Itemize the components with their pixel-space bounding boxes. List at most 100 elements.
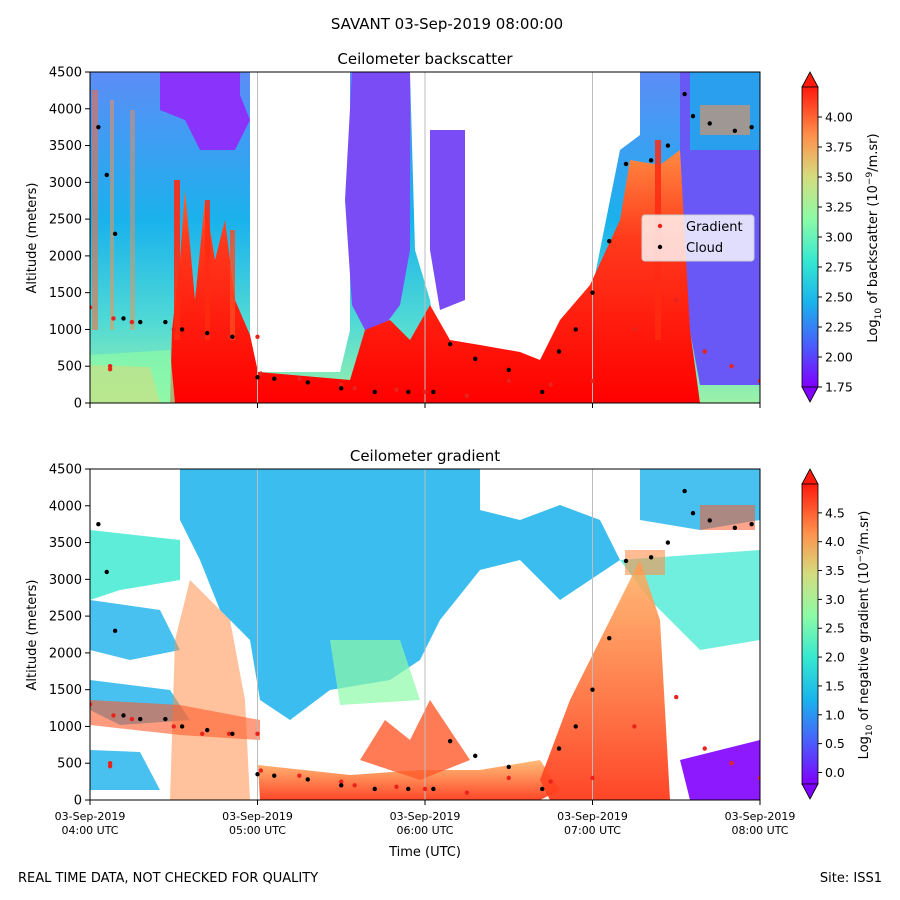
backscatter-panel: Ceilometer backscatter bbox=[25, 50, 884, 412]
cloud-point bbox=[665, 540, 671, 545]
cloud-point bbox=[506, 764, 511, 770]
y-tick-label: 2500 bbox=[49, 213, 82, 228]
cloud-point bbox=[163, 319, 168, 325]
colorbar-tick-label: 2.0 bbox=[825, 650, 845, 665]
y-tick-label: 2000 bbox=[49, 646, 82, 661]
colorbar-tick-label: 3.75 bbox=[825, 140, 853, 155]
cloud-point bbox=[305, 777, 310, 782]
cloud-point bbox=[179, 327, 185, 332]
x-tick-time: 05:00 UTC bbox=[229, 824, 286, 837]
gradient-point bbox=[107, 366, 113, 372]
cloud-point bbox=[205, 727, 210, 733]
cloud-point bbox=[121, 713, 126, 718]
x-tick-date: 03-Sep-2019 bbox=[725, 810, 796, 823]
backscatter-colorbar-ticks: 1.75 2.00 2.25 2.50 2.75 3.00 3.25 3.50 3.75 4.00 bbox=[818, 110, 853, 395]
cloud-point bbox=[473, 356, 478, 362]
y-tick-label: 4500 bbox=[49, 66, 82, 81]
cloud-point bbox=[447, 341, 453, 347]
backscatter-colorbar-label: Log10 of backscatter (10−9/m.sr) bbox=[865, 133, 884, 342]
colorbar-tick-label: 0.0 bbox=[825, 765, 845, 780]
x-tick-time: 04:00 UTC bbox=[61, 824, 118, 837]
cloud-point bbox=[623, 161, 629, 167]
gradient-point bbox=[757, 775, 760, 781]
cloud-point bbox=[607, 635, 612, 641]
gradient-point bbox=[506, 775, 511, 781]
y-tick-label: 1500 bbox=[49, 683, 82, 698]
cloud-point bbox=[104, 172, 109, 178]
cloud-point bbox=[305, 380, 310, 385]
gradient-point bbox=[506, 378, 511, 384]
x-tick-date: 03-Sep-2019 bbox=[222, 810, 293, 823]
y-tick-label: 500 bbox=[57, 757, 82, 772]
colorbar-tick-label: 3.00 bbox=[825, 230, 853, 245]
gradient-point bbox=[297, 376, 302, 381]
gradient-point bbox=[702, 349, 707, 354]
colorbar-tick-label: 4.0 bbox=[825, 534, 845, 549]
cloud-point bbox=[573, 724, 578, 729]
gradient-point bbox=[339, 779, 344, 784]
gradient-point bbox=[729, 761, 734, 766]
gradient-point bbox=[255, 334, 260, 339]
colorbar-tick-label: 2.75 bbox=[825, 260, 853, 275]
cloud-point bbox=[372, 786, 377, 792]
legend-gradient-marker bbox=[657, 223, 663, 229]
cloud-point bbox=[431, 786, 436, 792]
gradient-point bbox=[297, 773, 302, 778]
colorbar-tick-label: 3.0 bbox=[825, 592, 845, 607]
y-tick-label: 4000 bbox=[49, 102, 82, 117]
cloud-point bbox=[749, 124, 754, 130]
cloud-point bbox=[506, 367, 511, 373]
colorbar-tick-label: 4.5 bbox=[825, 505, 845, 520]
quality-disclaimer: REAL TIME DATA, NOT CHECKED FOR QUALITY bbox=[18, 871, 318, 886]
gradient-point bbox=[632, 327, 637, 332]
gradient-point bbox=[464, 393, 470, 398]
cloud-point bbox=[431, 389, 436, 395]
cloud-point bbox=[707, 518, 712, 523]
backscatter-colorbar: 1.75 2.00 2.25 2.50 2.75 3.00 3.25 3.50 3.75 4.00… bbox=[801, 71, 884, 403]
gradient-point bbox=[171, 724, 176, 729]
cloud-point bbox=[406, 389, 411, 395]
cloud-point bbox=[732, 128, 738, 134]
cloud-point bbox=[732, 525, 738, 531]
cloud-point bbox=[272, 376, 277, 381]
cloud-point bbox=[339, 783, 344, 788]
backscatter-title: Ceilometer backscatter bbox=[337, 50, 513, 68]
cloud-point bbox=[607, 238, 612, 244]
gradient-y-ticks: 0 500 1000 1500 2000 2500 3000 3500 4000 4500 bbox=[49, 463, 90, 809]
gradient-point bbox=[674, 297, 679, 303]
x-tick-date: 03-Sep-2019 bbox=[55, 810, 126, 823]
gradient-colorbar-label: Log10 of negative gradient (10−9/m.sr) bbox=[856, 511, 875, 760]
colorbar-tick-label: 3.5 bbox=[825, 563, 845, 578]
colorbar-tick-label: 3.50 bbox=[825, 170, 853, 185]
backscatter-y-ticks: 0 500 1000 1500 2000 2500 3000 3500 4000 4500 bbox=[49, 66, 90, 412]
cloud-point bbox=[665, 143, 671, 148]
cloud-point bbox=[372, 389, 377, 395]
colorbar-tick-label: 2.5 bbox=[825, 621, 845, 636]
gradient-point bbox=[394, 784, 399, 789]
y-tick-label: 2000 bbox=[49, 249, 82, 264]
cloud-point bbox=[179, 724, 185, 729]
legend-cloud-label: Cloud bbox=[686, 241, 723, 256]
y-tick-label: 500 bbox=[57, 360, 82, 375]
gradient-point bbox=[200, 731, 205, 736]
cloud-point bbox=[163, 716, 168, 722]
colorbar-tick-label: 0.5 bbox=[825, 736, 845, 751]
cloud-point bbox=[138, 716, 143, 722]
gradient-point bbox=[339, 382, 344, 387]
gradient-point bbox=[729, 364, 734, 369]
gradient-point bbox=[111, 316, 116, 321]
cloud-point bbox=[590, 290, 595, 295]
cloud-point bbox=[104, 569, 109, 575]
cloud-point bbox=[556, 746, 562, 751]
cloud-point bbox=[255, 772, 260, 777]
gradient-point bbox=[226, 334, 232, 339]
cloud-point bbox=[682, 488, 687, 494]
gradient-point bbox=[548, 779, 553, 784]
gradient-title: Ceilometer gradient bbox=[350, 447, 500, 465]
gradient-y-label: Altitude (meters) bbox=[25, 580, 40, 691]
backscatter-gridlines bbox=[257, 72, 593, 403]
gradient-point bbox=[464, 790, 470, 795]
gradient-point bbox=[632, 724, 637, 729]
colorbar-tick-label: 3.25 bbox=[825, 200, 853, 215]
y-tick-label: 3000 bbox=[49, 573, 82, 588]
